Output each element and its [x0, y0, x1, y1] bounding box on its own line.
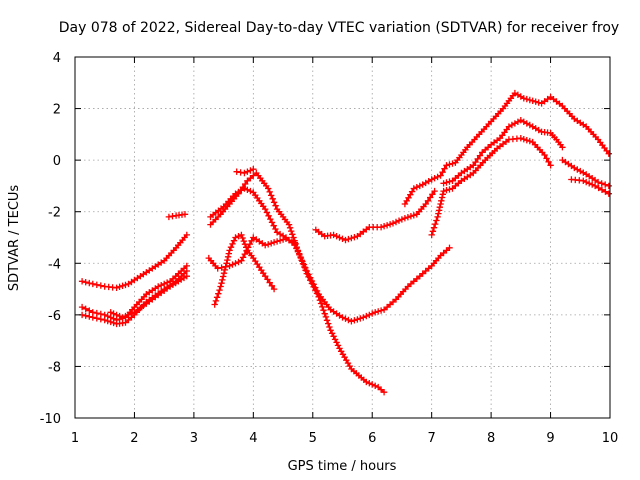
series-track-l	[401, 89, 612, 208]
x-axis-label: GPS time / hours	[288, 459, 397, 474]
y-tick-label: -10	[40, 412, 61, 427]
x-tick-label: 10	[602, 431, 619, 446]
series-layer	[78, 89, 612, 396]
x-tick-label: 1	[71, 431, 79, 446]
series-track-d	[107, 273, 190, 321]
series-markers	[559, 156, 612, 190]
series-track-m	[440, 117, 566, 187]
x-tick-label: 6	[368, 431, 376, 446]
chart-title: Day 078 of 2022, Sidereal Day-to-day VTE…	[59, 20, 619, 36]
series-track-e	[165, 211, 189, 221]
axis-ticks: 1 2 3 4 5 6 7 8 9 10 -10 -8 -6 -4 -2 0 2 4	[40, 51, 619, 446]
x-tick-label: 4	[249, 431, 257, 446]
x-tick-label: 5	[309, 431, 317, 446]
series-markers	[205, 234, 299, 272]
series-track-a	[78, 231, 190, 291]
x-tick-label: 7	[428, 431, 436, 446]
series-track-j	[233, 166, 257, 177]
y-axis-label: SDTVAR / TECUs	[7, 185, 22, 292]
series-track-g	[207, 169, 388, 396]
series-markers	[78, 231, 190, 291]
y-tick-label: -2	[48, 206, 61, 221]
series-line	[209, 171, 385, 393]
series-markers	[233, 166, 257, 177]
series-markers	[401, 89, 612, 208]
x-tick-label: 3	[190, 431, 198, 446]
series-markers	[312, 187, 438, 244]
series-markers	[207, 169, 388, 396]
series-track-i	[205, 234, 299, 272]
series-markers	[165, 211, 189, 221]
x-tick-label: 2	[130, 431, 138, 446]
series-track-k	[312, 187, 438, 244]
series-line	[210, 187, 451, 323]
series-markers	[107, 273, 190, 321]
series-markers	[428, 135, 554, 239]
y-tick-label: -8	[48, 360, 61, 375]
series-markers	[568, 176, 612, 197]
plot-frame	[74, 56, 611, 419]
series-line	[404, 92, 610, 205]
y-tick-label: -4	[48, 257, 61, 272]
series-track-o	[568, 176, 612, 197]
y-tick-label: 2	[53, 103, 61, 118]
series-track-b	[78, 262, 190, 324]
y-tick-label: -6	[48, 309, 61, 324]
series-track-n	[428, 135, 554, 239]
series-markers	[440, 117, 566, 187]
x-tick-label: 9	[546, 431, 554, 446]
y-tick-label: 4	[53, 51, 61, 66]
series-track-p	[559, 156, 612, 190]
y-tick-label: 0	[53, 154, 61, 169]
x-tick-label: 8	[487, 431, 495, 446]
